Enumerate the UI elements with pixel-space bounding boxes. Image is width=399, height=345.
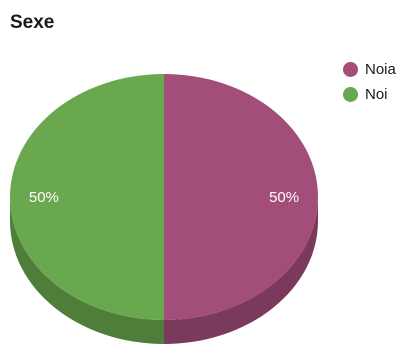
chart-legend: Noia Noi: [343, 57, 396, 107]
legend-label-noi: Noi: [365, 86, 388, 103]
chart-title: Sexe: [10, 12, 55, 33]
pie-slice-noia[interactable]: [164, 74, 318, 320]
pie-slice-noi[interactable]: [10, 74, 164, 320]
pie-label-noia: 50%: [269, 189, 299, 206]
legend-swatch-noia: [343, 62, 358, 77]
legend-swatch-noi: [343, 87, 358, 102]
legend-item-noia[interactable]: Noia: [343, 57, 396, 82]
pie-side-noi: [10, 197, 164, 344]
legend-label-noia: Noia: [365, 61, 396, 78]
pie-label-noi: 50%: [29, 189, 59, 206]
pie-side-noia: [164, 197, 318, 344]
legend-item-noi[interactable]: Noi: [343, 82, 396, 107]
